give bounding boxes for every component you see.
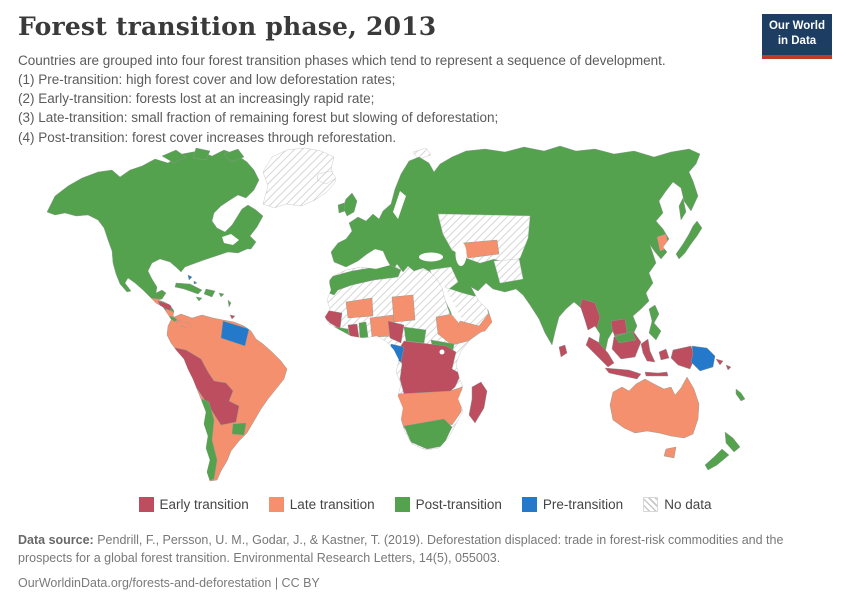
owid-logo[interactable]: Our World in Data — [762, 14, 832, 59]
region-java[interactable] — [604, 367, 642, 380]
region-svalbard[interactable] — [412, 147, 432, 160]
region-trinidad[interactable] — [229, 314, 236, 320]
legend-item[interactable]: No data — [643, 497, 712, 512]
caspian-sea — [455, 242, 467, 266]
region-maluku[interactable] — [658, 348, 670, 361]
legend-item[interactable]: Pre-transition — [521, 497, 624, 512]
region-gabon[interactable] — [388, 343, 405, 363]
legend-label: Early transition — [159, 497, 249, 512]
page-title: Forest transition phase, 2013 — [18, 12, 437, 41]
region-lesser-sunda[interactable] — [644, 371, 669, 377]
data-source-label: Data source: — [18, 533, 94, 547]
region-papua-new-guinea[interactable] — [690, 345, 716, 372]
region-philippines[interactable] — [648, 304, 662, 341]
region-australia[interactable] — [609, 376, 700, 439]
region-solomon-islands[interactable] — [715, 358, 732, 371]
region-cote-divoire[interactable] — [347, 323, 360, 340]
data-source-line: Data source: Pendrill, F., Persson, U. M… — [18, 531, 832, 567]
region-sierra-leone-liberia[interactable] — [333, 326, 351, 341]
legend-swatch — [394, 497, 410, 512]
subtitle-line: (4) Post-transition: forest cover increa… — [18, 129, 397, 145]
region-chad[interactable] — [391, 294, 416, 323]
legend-swatch — [521, 497, 537, 512]
chart-subtitle: Countries are grouped into four forest t… — [18, 51, 778, 147]
region-mali-burkina[interactable] — [345, 297, 374, 319]
region-malaysia-borneo[interactable] — [614, 330, 637, 344]
region-uk[interactable] — [342, 192, 358, 217]
subtitle-line: Countries are grouped into four forest t… — [18, 53, 666, 68]
region-hispaniola[interactable] — [203, 288, 216, 298]
region-senegal-guinea[interactable] — [324, 309, 343, 330]
map-legend: Early transition Late transition Post-tr… — [0, 497, 850, 512]
subtitle-line: (1) Pre-transition: high forest cover an… — [18, 72, 396, 88]
region-guyanas[interactable] — [220, 320, 250, 347]
legend-item[interactable]: Post-transition — [394, 497, 502, 512]
region-ireland[interactable] — [337, 202, 346, 214]
region-uruguay[interactable] — [231, 422, 247, 436]
legend-swatch — [268, 497, 284, 512]
region-iceland[interactable] — [316, 170, 337, 185]
region-bahamas[interactable] — [187, 274, 198, 285]
region-vanuatu[interactable] — [735, 388, 746, 402]
footer: Data source: Pendrill, F., Persson, U. M… — [18, 531, 832, 592]
region-cuba[interactable] — [174, 282, 203, 295]
region-canadian-arctic[interactable] — [161, 147, 245, 164]
baltic-sea — [393, 191, 406, 219]
region-panama[interactable] — [175, 319, 193, 329]
legend-swatch — [643, 497, 659, 512]
legend-label: Pre-transition — [542, 497, 624, 512]
region-greenland[interactable] — [262, 147, 337, 209]
region-sakhalin[interactable] — [678, 197, 687, 221]
region-sri-lanka[interactable] — [558, 344, 568, 358]
region-ghana[interactable] — [358, 321, 369, 339]
region-tasmania[interactable] — [663, 446, 677, 459]
legend-item[interactable]: Early transition — [138, 497, 249, 512]
region-madagascar[interactable] — [468, 381, 488, 424]
region-maghreb[interactable] — [328, 265, 402, 296]
lake-victoria — [439, 349, 445, 355]
region-japan[interactable] — [675, 220, 703, 260]
legend-label: Post-transition — [415, 497, 502, 512]
subtitle-line: (2) Early-transition: forests lost at an… — [18, 91, 375, 107]
region-central-african-republic[interactable] — [403, 326, 427, 344]
legend-swatch — [138, 497, 154, 512]
data-source-text: Pendrill, F., Persson, U. M., Godar, J.,… — [18, 533, 784, 566]
legend-label: No data — [664, 497, 712, 512]
black-sea — [419, 252, 443, 262]
owid-logo-line2: in Data — [777, 34, 817, 47]
region-lesser-antilles[interactable] — [227, 299, 232, 308]
red-sea — [438, 284, 462, 321]
great-lakes — [222, 234, 239, 245]
header: Forest transition phase, 2013 Countries … — [18, 12, 832, 147]
region-sulawesi[interactable] — [640, 338, 656, 363]
legend-label: Late transition — [289, 497, 375, 512]
legend-item[interactable]: Late transition — [268, 497, 375, 512]
region-jamaica[interactable] — [195, 296, 203, 302]
region-afghanistan[interactable] — [493, 258, 524, 284]
footer-link[interactable]: OurWorldinData.org/forests-and-deforesta… — [18, 576, 320, 591]
region-cameroon[interactable] — [387, 320, 405, 344]
region-puerto-rico[interactable] — [218, 292, 225, 298]
region-new-zealand[interactable] — [704, 431, 741, 471]
subtitle-line: (3) Late-transition: small fraction of r… — [18, 110, 499, 126]
region-west-papua[interactable] — [670, 345, 696, 370]
region-sumatra[interactable] — [585, 336, 615, 368]
owid-logo-line1: Our World — [768, 20, 825, 32]
